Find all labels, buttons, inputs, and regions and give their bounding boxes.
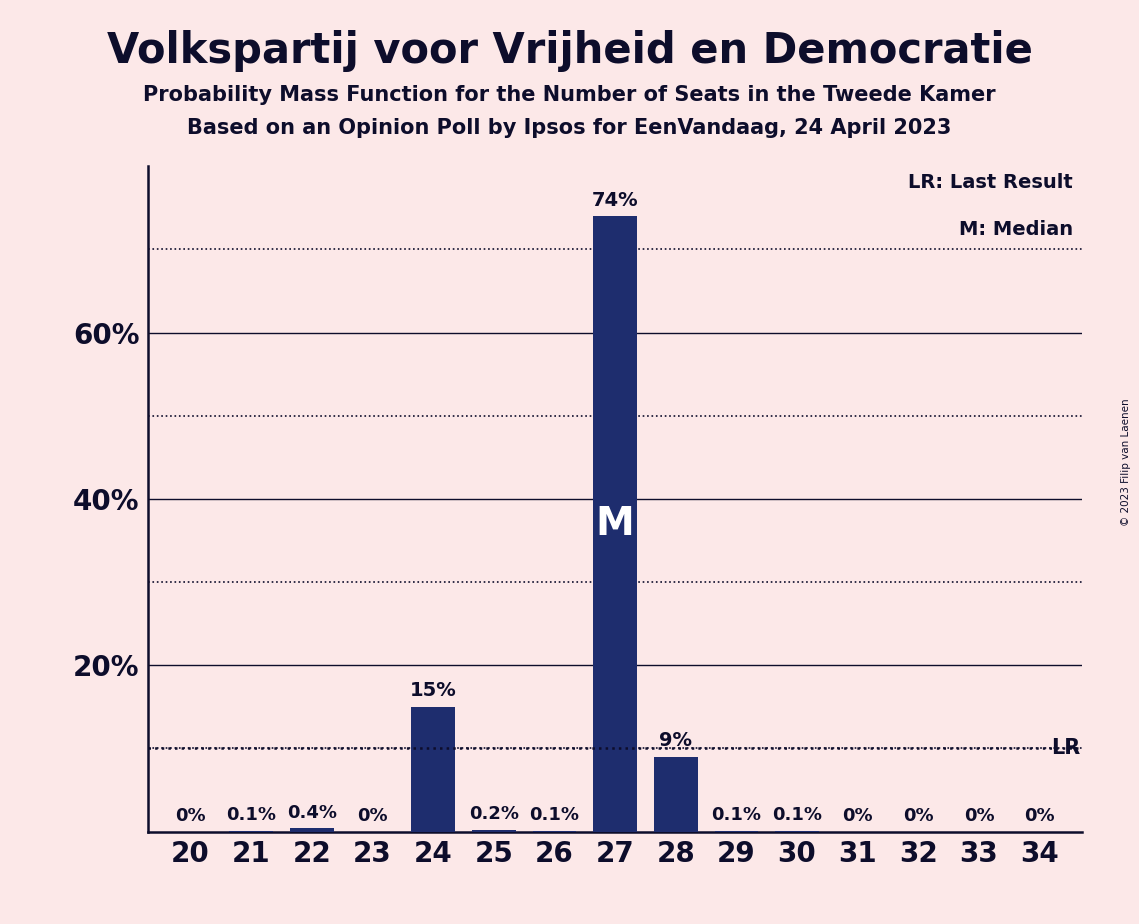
Text: © 2023 Filip van Laenen: © 2023 Filip van Laenen [1121,398,1131,526]
Text: 0.1%: 0.1% [772,806,822,824]
Text: 0%: 0% [1024,807,1055,825]
Text: 0%: 0% [964,807,994,825]
Text: Based on an Opinion Poll by Ipsos for EenVandaag, 24 April 2023: Based on an Opinion Poll by Ipsos for Ee… [187,118,952,139]
Bar [290,828,334,832]
Text: 0%: 0% [358,807,387,825]
Text: 0.1%: 0.1% [227,806,276,824]
Text: 74%: 74% [592,190,638,210]
Text: 0%: 0% [175,807,206,825]
Bar [654,757,697,832]
Text: 0.1%: 0.1% [530,806,580,824]
Text: 0.1%: 0.1% [712,806,761,824]
Bar [472,830,516,832]
Text: LR: Last Result: LR: Last Result [908,173,1073,192]
Text: 0.4%: 0.4% [287,804,337,821]
Text: 0%: 0% [903,807,934,825]
Text: 15%: 15% [410,681,457,700]
Text: Probability Mass Function for the Number of Seats in the Tweede Kamer: Probability Mass Function for the Number… [144,85,995,105]
Text: 0%: 0% [843,807,872,825]
Text: M: M [596,505,634,543]
Text: M: Median: M: Median [959,220,1073,238]
Bar [593,216,637,832]
Text: Volkspartij voor Vrijheid en Democratie: Volkspartij voor Vrijheid en Democratie [107,30,1032,71]
Text: 9%: 9% [659,731,693,750]
Text: LR: LR [1051,738,1081,759]
Bar [411,707,454,832]
Text: 0.2%: 0.2% [469,806,518,823]
